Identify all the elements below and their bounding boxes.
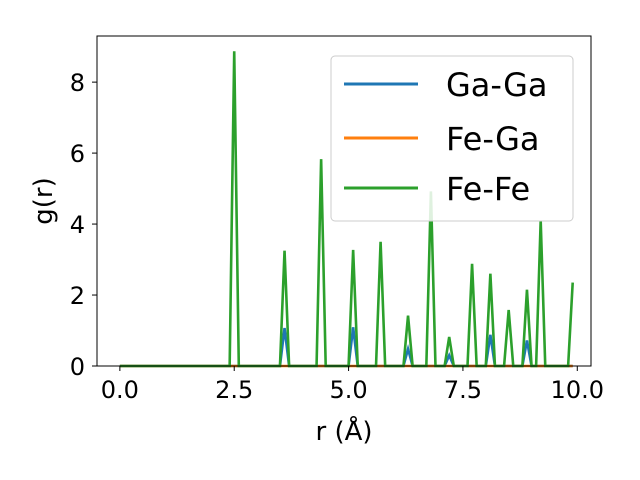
y-tick-label: 0 xyxy=(70,353,85,381)
legend-entry-ga-ga: Ga-Ga xyxy=(344,66,548,104)
legend-box xyxy=(330,55,574,222)
y-axis-label: g(r) xyxy=(29,177,59,224)
x-tick-label: 10.0 xyxy=(551,376,604,404)
x-tick-label: 5.0 xyxy=(329,376,367,404)
x-tick-label: 0.0 xyxy=(101,376,139,404)
y-tick-label: 6 xyxy=(70,140,85,168)
legend: Ga-Ga Fe-Ga Fe-Fe xyxy=(330,55,574,222)
legend-label-ga-ga: Ga-Ga xyxy=(446,66,548,104)
legend-label-fe-ga: Fe-Ga xyxy=(446,120,539,158)
y-tick-label: 2 xyxy=(70,282,85,310)
x-tick-label: 7.5 xyxy=(444,376,482,404)
y-axis: 0 2 4 6 8 xyxy=(70,69,97,381)
y-tick-label: 4 xyxy=(70,211,85,239)
y-tick-label: 8 xyxy=(70,69,85,97)
x-axis-label: r (Å) xyxy=(315,415,372,447)
plot-frame xyxy=(96,35,592,367)
legend-entry-fe-fe: Fe-Fe xyxy=(344,170,530,208)
x-tick-label: 2.5 xyxy=(215,376,253,404)
legend-label-fe-fe: Fe-Fe xyxy=(446,170,530,208)
legend-entry-fe-ga: Fe-Ga xyxy=(344,120,539,158)
x-axis: 0.0 2.5 5.0 7.5 10.0 xyxy=(101,366,604,404)
